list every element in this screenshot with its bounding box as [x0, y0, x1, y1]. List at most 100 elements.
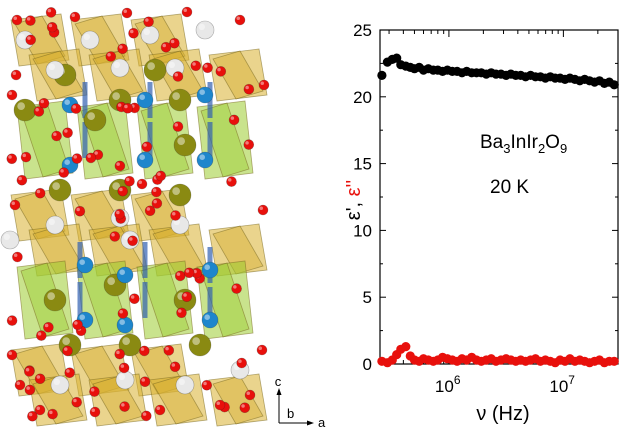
oxygen-atom-highlight	[36, 375, 41, 379]
ba-atom-highlight	[17, 102, 25, 110]
oxygen-atom	[6, 89, 18, 101]
a-axis-label: a	[318, 415, 326, 428]
oxygen-atom-highlight	[171, 363, 176, 367]
a-axis-arrowhead	[307, 420, 314, 426]
oxygen-atom	[170, 210, 181, 221]
oxygen-atom-highlight	[111, 233, 115, 237]
oxygen-atom	[174, 270, 186, 282]
octahedron-face	[140, 102, 190, 178]
oxygen-atom-highlight	[37, 332, 42, 336]
ir-atom-highlight	[119, 319, 125, 326]
crystal-structure-illustration	[0, 6, 270, 427]
oxygen-atom	[25, 15, 36, 26]
oxygen-atom-highlight	[73, 398, 77, 403]
ba-atom-highlight	[122, 337, 130, 345]
oxygen-atom-highlight	[116, 210, 120, 215]
oxygen-atom-highlight	[22, 153, 26, 158]
oxygen-atom-highlight	[26, 386, 30, 390]
oxygen-atom-highlight	[260, 81, 264, 85]
oxygen-atom-highlight	[8, 155, 12, 159]
oxygen-atom-highlight	[71, 13, 75, 17]
oxygen-atom-highlight	[143, 143, 147, 147]
oxygen-atom	[181, 291, 193, 303]
oxygen-atom-highlight	[141, 378, 145, 382]
oxygen-atom	[58, 167, 70, 178]
oxygen-atom	[118, 362, 130, 374]
oxygen-atom-highlight	[74, 321, 78, 325]
oxygen-atom	[144, 205, 156, 217]
oxygen-atom	[43, 321, 54, 333]
in-atom	[175, 375, 195, 395]
oxygen-atom-highlight	[156, 406, 160, 410]
oxygen-atom	[141, 141, 153, 153]
oxygen-atom	[12, 251, 23, 263]
oxygen-atom	[169, 361, 181, 373]
oxygen-atom-highlight	[16, 381, 20, 385]
oxygen-atom	[117, 43, 128, 55]
oxygen-atom-highlight	[123, 9, 127, 13]
ba-atom-highlight	[52, 182, 61, 190]
ba-atom	[168, 183, 192, 207]
oxygen-atom-highlight	[36, 189, 41, 194]
oxygen-atom	[257, 204, 269, 216]
oxygen-atom-highlight	[228, 178, 232, 182]
ir-atom	[196, 151, 214, 169]
ba-atom	[168, 88, 192, 112]
oxygen-atom	[33, 106, 45, 117]
oxygen-atom	[45, 7, 57, 18]
oxygen-atom-highlight	[178, 309, 182, 313]
x-tick-label: 106	[435, 373, 461, 396]
ir-atom	[116, 316, 134, 334]
oxygen-atom-highlight	[48, 23, 53, 28]
oxygen-atom	[14, 379, 26, 391]
oxygen-atom-highlight	[162, 43, 166, 48]
oxygen-atom-highlight	[165, 346, 169, 351]
oxygen-atom-highlight	[183, 293, 187, 297]
oxygen-atom-highlight	[26, 17, 31, 21]
compound-formula: Ba3InIr2O9	[480, 132, 567, 156]
oxygen-atom-highlight	[174, 73, 178, 77]
octahedron-face	[200, 102, 250, 178]
x-tick-label: 107	[549, 373, 575, 396]
ba-atom	[13, 98, 37, 122]
ir-atom	[116, 266, 134, 284]
oxygen-atom	[154, 404, 166, 416]
in-atom-highlight	[143, 28, 151, 35]
in-atom-highlight	[118, 373, 125, 380]
oxygen-atom-highlight	[66, 369, 70, 373]
oxygen-atom-highlight	[130, 295, 135, 299]
oxygen-atom	[70, 103, 82, 114]
oxygen-atom-highlight	[12, 71, 17, 75]
ir-atom	[76, 256, 94, 274]
oxygen-atom	[46, 21, 58, 33]
oxygen-atom-highlight	[116, 162, 120, 166]
x-axis-ticks: 106 107	[388, 30, 619, 396]
oxygen-atom-highlight	[174, 123, 178, 127]
oxygen-atom-highlight	[27, 36, 31, 40]
oxygen-atom-highlight	[238, 359, 242, 363]
oxygen-atom	[23, 366, 35, 377]
oxygen-atom	[62, 127, 73, 139]
ba-atom-highlight	[192, 337, 200, 345]
oxygen-atom	[71, 396, 82, 408]
oxygen-atom	[10, 69, 22, 81]
ba-atom-highlight	[172, 187, 180, 195]
oxygen-atom	[6, 349, 18, 361]
oxygen-atom-highlight	[233, 285, 237, 289]
oxygen-atom	[243, 139, 255, 150]
oxygen-atom	[172, 71, 184, 82]
oxygen-atom	[117, 308, 129, 319]
oxygen-atom-highlight	[140, 347, 145, 351]
oxygen-atom	[214, 399, 226, 411]
oxygen-atom-highlight	[40, 99, 44, 104]
oxygen-atom-highlight	[157, 172, 161, 176]
oxygen-atom	[35, 330, 47, 341]
oxygen-atom	[256, 344, 268, 356]
ba-atom	[48, 178, 72, 202]
oxygen-atom	[190, 60, 202, 72]
in-atom	[0, 230, 20, 250]
y-tick-label: 25	[353, 21, 372, 40]
oxygen-atom-highlight	[126, 177, 130, 182]
oxygen-atom	[85, 152, 97, 164]
in-atom-highlight	[53, 378, 60, 385]
